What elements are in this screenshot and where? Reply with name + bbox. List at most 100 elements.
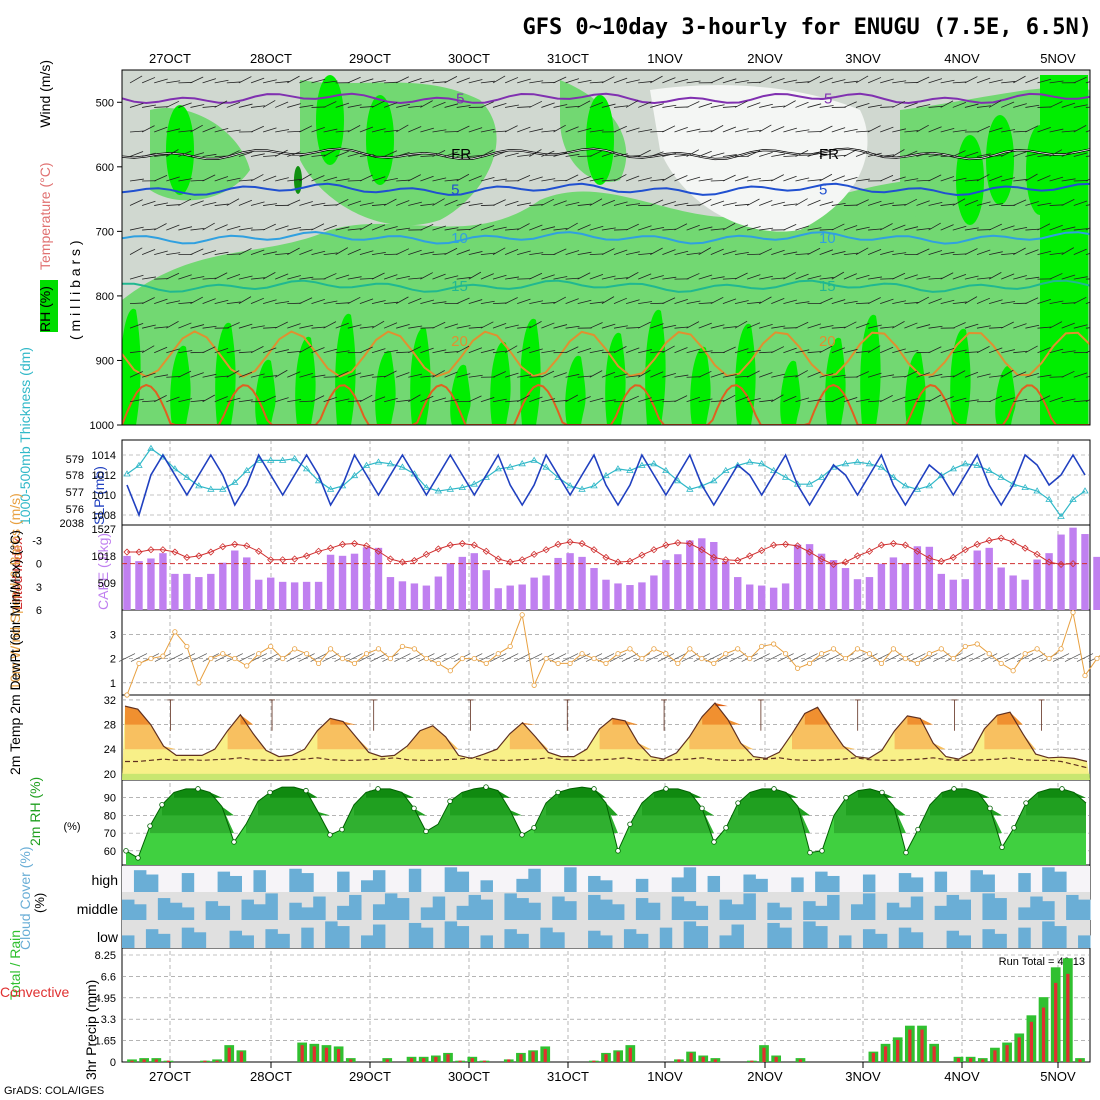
wind-barb bbox=[904, 370, 918, 378]
wind-barb bbox=[746, 150, 761, 157]
wind-barb bbox=[868, 400, 883, 403]
rh-legend-swatch bbox=[40, 280, 58, 332]
wind-barb bbox=[650, 227, 665, 231]
wind-barb bbox=[589, 225, 604, 231]
wind-point bbox=[735, 646, 741, 652]
cloud-bar bbox=[384, 893, 398, 920]
wind-barb bbox=[371, 224, 386, 231]
cloud-bar bbox=[803, 921, 816, 948]
wind-point bbox=[998, 660, 1004, 667]
wind-barb bbox=[287, 178, 302, 182]
wind-barb bbox=[722, 154, 737, 157]
wind-barb bbox=[880, 106, 895, 108]
wind-barb bbox=[250, 77, 265, 84]
thickness-point bbox=[985, 466, 993, 473]
wind-barb bbox=[638, 149, 651, 157]
li-point bbox=[937, 557, 945, 565]
wind-barb bbox=[952, 177, 967, 182]
cloud-bar bbox=[958, 935, 971, 948]
wind-barb bbox=[698, 178, 713, 182]
wind-barb bbox=[867, 200, 882, 206]
wind-barb bbox=[722, 174, 736, 182]
wind-barb bbox=[722, 106, 737, 108]
rh-point bbox=[903, 849, 909, 856]
thickness-point bbox=[841, 460, 850, 467]
wind-barb bbox=[480, 101, 494, 108]
wind-barb bbox=[505, 152, 519, 157]
thickness-point bbox=[817, 473, 826, 480]
wind-barb bbox=[1073, 125, 1087, 133]
cloud-bar bbox=[301, 873, 314, 892]
wind-barb bbox=[565, 298, 579, 305]
rh-mid-region bbox=[122, 160, 1090, 425]
cloud-bar bbox=[623, 929, 637, 948]
wind-barb bbox=[214, 396, 228, 403]
wind-barb bbox=[154, 78, 168, 84]
li-point bbox=[817, 555, 826, 563]
wind-barb bbox=[384, 301, 399, 305]
wind-barb bbox=[771, 153, 786, 157]
wind-point bbox=[339, 655, 346, 662]
wind-barb bbox=[880, 374, 895, 378]
wind-barb bbox=[916, 76, 930, 84]
wind-barb bbox=[432, 149, 446, 157]
cloud-bar bbox=[504, 893, 517, 920]
wind-point bbox=[830, 646, 837, 652]
wind-barb bbox=[129, 350, 144, 354]
wind-barb bbox=[771, 325, 786, 329]
wind-barb bbox=[250, 201, 265, 206]
thickness-point bbox=[434, 487, 443, 494]
li-point bbox=[674, 539, 682, 547]
rh-point bbox=[423, 828, 429, 835]
wind-barb bbox=[214, 127, 229, 133]
wind-barb bbox=[734, 224, 749, 231]
wind-barb bbox=[166, 128, 181, 133]
wind-barb bbox=[1049, 176, 1064, 182]
contour-line bbox=[122, 92, 1090, 105]
thickness-point bbox=[207, 485, 215, 492]
wind-barb bbox=[650, 151, 664, 157]
wind-barb bbox=[1049, 348, 1064, 354]
wind-barb bbox=[396, 152, 410, 157]
wind-barb bbox=[831, 299, 846, 305]
wind-barb bbox=[613, 373, 628, 378]
wind-barb bbox=[686, 128, 701, 133]
cloud-level-label: middle bbox=[77, 901, 118, 917]
wind-barb bbox=[597, 653, 615, 662]
wind-point bbox=[567, 660, 573, 667]
wind-barb bbox=[892, 376, 907, 378]
wind-barb bbox=[420, 175, 434, 182]
wind-barb bbox=[1013, 178, 1028, 182]
wind-point bbox=[842, 655, 849, 662]
temp-tick-label: 20 bbox=[104, 769, 116, 781]
li-point bbox=[901, 541, 909, 549]
wind-barb bbox=[722, 346, 736, 354]
wind-barb bbox=[275, 397, 289, 403]
wind-barb bbox=[698, 102, 713, 108]
wind-barb bbox=[468, 395, 482, 403]
wind-barb bbox=[1073, 248, 1087, 255]
wind-barb bbox=[686, 252, 701, 255]
li-point bbox=[961, 546, 969, 554]
wind-barb bbox=[795, 301, 810, 305]
cape-bar bbox=[889, 557, 898, 610]
cloud-bar bbox=[1030, 896, 1043, 920]
wind-barb bbox=[541, 322, 555, 329]
li-point bbox=[973, 540, 981, 548]
wind-barb bbox=[746, 370, 760, 378]
slp-tick-label: 1014 bbox=[92, 450, 116, 462]
wind-barb bbox=[1013, 227, 1028, 231]
li-point bbox=[1009, 538, 1017, 546]
wind-barb bbox=[553, 200, 567, 206]
wind-barb bbox=[1061, 150, 1075, 157]
wind-barb bbox=[759, 124, 772, 133]
wind-barb bbox=[262, 395, 277, 403]
wind-barb bbox=[964, 323, 979, 329]
wind-barb bbox=[734, 320, 748, 329]
wind-barb bbox=[553, 76, 567, 84]
wind-barb bbox=[214, 251, 229, 255]
wind-barb bbox=[807, 351, 822, 354]
cloud-bar bbox=[982, 893, 995, 920]
rh-point bbox=[999, 844, 1005, 850]
thickness-point bbox=[171, 465, 179, 472]
